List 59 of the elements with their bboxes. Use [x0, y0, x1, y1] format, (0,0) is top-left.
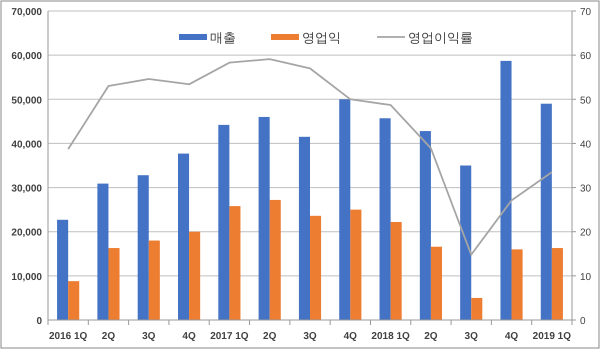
- bar: [218, 124, 230, 320]
- x-tick-label: 2016 1Q: [48, 331, 88, 342]
- bar: [460, 166, 472, 320]
- x-tick-label: 4Q: [504, 331, 518, 342]
- bar: [339, 99, 350, 320]
- bar: [310, 216, 322, 320]
- bar: [390, 222, 402, 320]
- line-series: [67, 58, 553, 256]
- x-tick-label: 2Q: [424, 331, 438, 342]
- y2-tick-label: 40: [580, 139, 592, 150]
- legend-label: 매출: [210, 30, 236, 45]
- y2-tick-label: 0: [580, 316, 586, 327]
- x-tick-label: 2019 1Q: [532, 331, 572, 342]
- y-tick-label: 50,000: [11, 95, 42, 106]
- y-tick-label: 40,000: [11, 139, 42, 150]
- x-tick-label: 3Q: [303, 331, 317, 342]
- y-tick-label: 0: [36, 316, 42, 327]
- bar: [500, 60, 512, 320]
- x-tick-label: 3Q: [464, 331, 478, 342]
- legend-label: 영업이익률: [408, 30, 473, 45]
- bar: [189, 232, 200, 320]
- x-tick-label: 2Q: [102, 331, 116, 342]
- bar: [148, 240, 160, 320]
- legend-label: 영업익: [302, 30, 341, 45]
- bar: [540, 104, 552, 320]
- bar: [138, 175, 149, 320]
- x-tick-label: 4Q: [182, 331, 196, 342]
- bar: [380, 118, 391, 320]
- bar: [430, 246, 442, 320]
- bar: [57, 220, 68, 320]
- bar: [108, 248, 120, 320]
- bar: [350, 210, 362, 320]
- bar: [471, 298, 482, 320]
- y2-tick-label: 50: [580, 95, 592, 106]
- x-tick-label: 3Q: [142, 331, 156, 342]
- y-tick-label: 60,000: [11, 51, 42, 62]
- bar: [229, 206, 240, 320]
- y2-tick-label: 10: [580, 272, 592, 283]
- x-tick-label: 4Q: [344, 331, 358, 342]
- y-tick-label: 10,000: [11, 272, 42, 283]
- y-tick-label: 20,000: [11, 228, 42, 239]
- x-tick-label: 2017 1Q: [210, 331, 249, 342]
- bar: [178, 154, 190, 320]
- bar: [298, 136, 310, 320]
- y-tick-label: 70,000: [11, 7, 42, 18]
- y2-tick-label: 30: [580, 184, 592, 195]
- bar: [512, 249, 523, 320]
- y2-tick-label: 70: [580, 7, 592, 18]
- bar: [552, 248, 563, 320]
- bar: [68, 281, 80, 320]
- y2-tick-label: 60: [580, 51, 592, 62]
- x-tick-label: 2018 1Q: [371, 331, 410, 342]
- y2-tick-label: 20: [580, 228, 592, 239]
- bar: [420, 131, 431, 320]
- bar: [270, 200, 281, 320]
- bar: [97, 184, 108, 320]
- y-tick-label: 30,000: [11, 184, 42, 195]
- x-tick-label: 2Q: [263, 331, 277, 342]
- bar: [258, 116, 270, 320]
